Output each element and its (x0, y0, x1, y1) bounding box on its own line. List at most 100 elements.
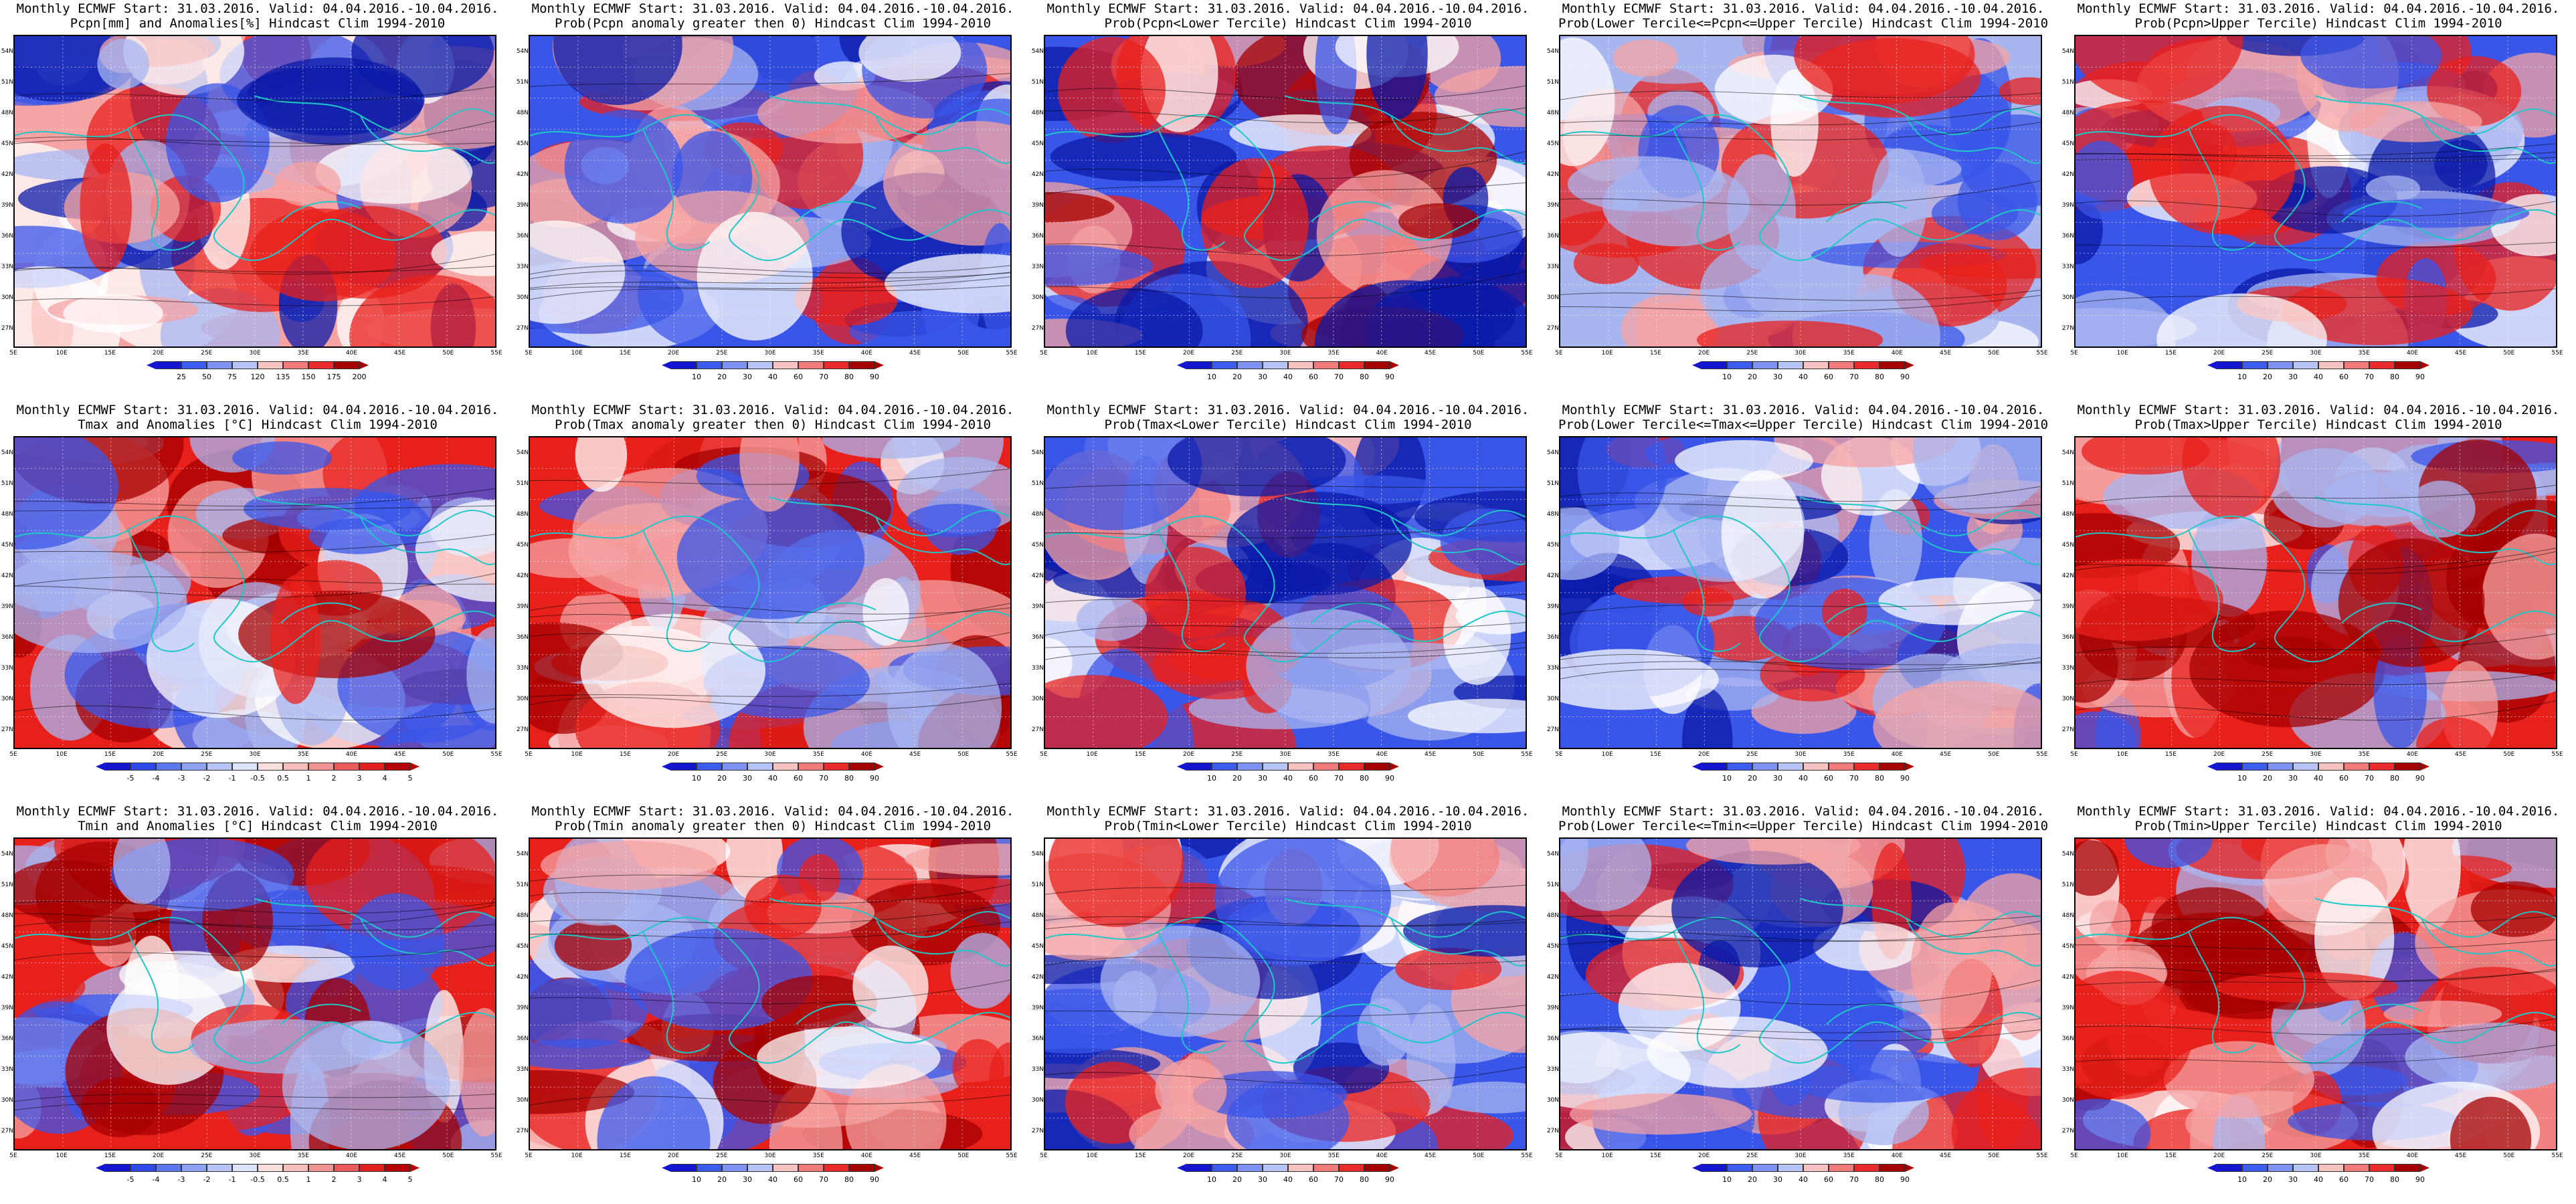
legend-arrow-left-icon (96, 1164, 105, 1172)
forecast-panel: Monthly ECMWF Start: 31.03.2016. Valid: … (0, 803, 515, 1204)
latitude-label: 30N (2061, 294, 2074, 301)
latitude-label: 30N (1546, 1097, 1559, 1104)
legend-swatch (359, 763, 385, 771)
legend-swatch (2242, 1164, 2268, 1172)
longitude-label: 15E (1134, 1152, 1146, 1159)
legend-swatch (181, 1164, 207, 1172)
latitude-label: 36N (1031, 233, 1044, 239)
legend-swatch (1803, 763, 1829, 771)
legend-value-label: 80 (844, 1175, 854, 1184)
longitude-label: 20E (1183, 751, 1195, 758)
latitude-label: 45N (2061, 140, 2074, 147)
legend-swatch (1701, 763, 1727, 771)
panel-title-line2: Prob(Lower Tercile<=Pcpn<=Upper Tercile)… (1558, 16, 2049, 31)
latitude-label: 48N (1546, 511, 1559, 518)
legend-swatch (2217, 361, 2242, 369)
legend-arrow-left-icon (1692, 763, 1701, 771)
legend-value-label: 40 (2314, 1175, 2323, 1184)
legend-value-label: 20 (1748, 1175, 1757, 1184)
latitude-label: 30N (1031, 696, 1044, 702)
longitude-label: 5E (1555, 751, 1563, 758)
longitude-label: 30E (1279, 1152, 1291, 1159)
legend-swatch (747, 361, 773, 369)
forecast-map (1559, 35, 2042, 348)
longitude-label: 35E (1327, 751, 1340, 758)
longitude-label: 40E (1376, 350, 1388, 357)
legend-value-label: 1 (306, 774, 311, 783)
latitude-label: 42N (2061, 974, 2074, 981)
color-legend-labels: 10 20 30 40 60 70 80 90 (1714, 373, 1918, 381)
color-legend-bar (1692, 361, 1914, 369)
legend-swatch (2395, 763, 2420, 771)
legend-swatch (824, 763, 849, 771)
legend-value-label: 40 (1283, 1175, 1293, 1184)
legend-swatch (1854, 763, 1879, 771)
legend-swatch (2318, 763, 2344, 771)
legend-arrow-right-icon (359, 361, 369, 369)
legend-swatch (2318, 361, 2344, 369)
legend-swatch (2318, 1164, 2344, 1172)
longitude-label: 15E (2165, 350, 2177, 357)
legend-value-label: 5 (407, 1175, 413, 1184)
legend-arrow-right-icon (875, 763, 884, 771)
longitude-label: 25E (1746, 350, 1758, 357)
legend-swatch (1364, 763, 1390, 771)
latitude-label: 36N (1031, 634, 1044, 641)
legend-arrow-right-icon (2420, 361, 2429, 369)
legend-swatch (385, 1164, 410, 1172)
legend-value-label: 70 (1334, 373, 1344, 381)
latitude-label: 42N (516, 573, 529, 579)
legend-value-label: 3 (357, 774, 362, 783)
latitude-label: 36N (2061, 233, 2074, 239)
legend-value-label: 30 (1773, 373, 1782, 381)
latitude-label: 39N (1546, 603, 1559, 610)
latitude-label: 45N (1, 140, 13, 147)
longitude-label: 50E (2503, 751, 2515, 758)
longitude-label: 55E (490, 751, 502, 758)
latitude-label: 30N (1031, 294, 1044, 301)
longitude-label: 20E (1698, 751, 1710, 758)
legend-swatch (1701, 361, 1727, 369)
legend-value-label: -2 (203, 1175, 211, 1184)
legend-value-label: 20 (717, 373, 727, 381)
latitude-label: 27N (2061, 726, 2074, 733)
latitude-label: 27N (2061, 325, 2074, 332)
longitude-label: 30E (1279, 350, 1291, 357)
longitude-label: 30E (2310, 350, 2322, 357)
legend-value-label: 90 (2415, 774, 2425, 783)
latitude-label: 36N (1546, 233, 1559, 239)
legend-swatch (1237, 361, 1263, 369)
latitude-label: 45N (2061, 943, 2074, 950)
longitude-label: 45E (1940, 1152, 1952, 1159)
panel-title-line1: Monthly ECMWF Start: 31.03.2016. Valid: … (1046, 403, 1530, 417)
longitude-label: 20E (1183, 1152, 1195, 1159)
longitude-label: 25E (716, 1152, 728, 1159)
legend-value-label: -2 (203, 774, 211, 783)
latitude-label: 30N (1031, 1097, 1044, 1104)
latitude-label: 42N (1546, 573, 1559, 579)
legend-value-label: 70 (1849, 373, 1859, 381)
legend-arrow-left-icon (1692, 1164, 1701, 1172)
legend-swatch (181, 763, 207, 771)
legend-value-label: 20 (1232, 1175, 1242, 1184)
legend-value-label: -5 (126, 1175, 134, 1184)
forecast-map (1559, 436, 2042, 749)
longitude-label: 35E (297, 751, 309, 758)
longitude-label: 55E (490, 1152, 502, 1159)
latitude-label: 48N (516, 912, 529, 919)
longitude-label: 25E (201, 1152, 213, 1159)
legend-value-label: -3 (177, 1175, 185, 1184)
latitude-label: 27N (516, 325, 529, 332)
longitude-label: 50E (1473, 350, 1485, 357)
legend-arrow-left-icon (662, 1164, 671, 1172)
legend-swatch (105, 1164, 130, 1172)
longitude-label: 30E (764, 350, 776, 357)
longitude-label: 25E (2262, 751, 2274, 758)
legend-value-label: 60 (794, 1175, 803, 1184)
legend-swatch (1778, 1164, 1803, 1172)
legend-arrow-left-icon (1177, 763, 1186, 771)
legend-value-label: 10 (2237, 774, 2247, 783)
longitude-label: 50E (1988, 1152, 2000, 1159)
latitude-label: 51N (1, 882, 13, 888)
forecast-panel: Monthly ECMWF Start: 31.03.2016. Valid: … (1546, 803, 2061, 1204)
